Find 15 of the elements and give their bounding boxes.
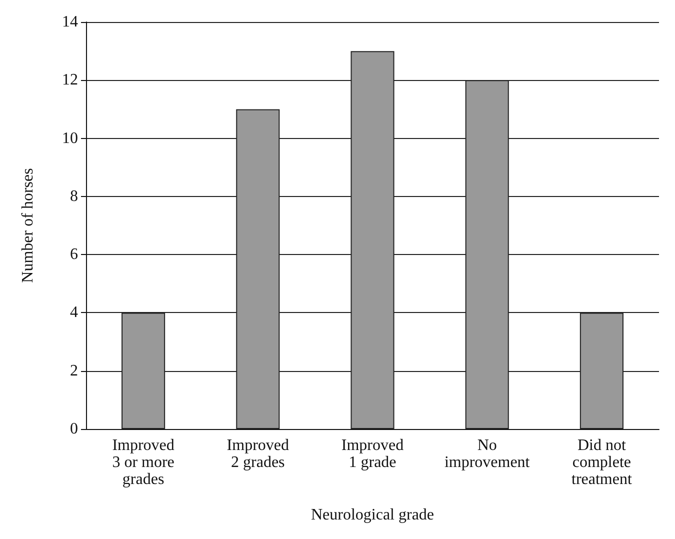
y-tick-label: 10 (62, 130, 78, 147)
x-tick-label: No improvement (444, 437, 530, 471)
x-tick-label: Did not complete treatment (571, 437, 632, 488)
y-tick-label: 0 (70, 420, 78, 438)
x-tick-label: Improved 3 or more grades (112, 437, 174, 488)
y-tick-label: 14 (62, 14, 78, 30)
x-tick-label: Improved 2 grades (226, 437, 289, 471)
y-tick-label: 12 (62, 72, 78, 89)
y-tick-label: 2 (70, 362, 78, 380)
x-tick-label: Improved 1 grade (341, 437, 404, 471)
y-tick-label: 6 (70, 246, 78, 264)
x-axis-title: Neurological grade (310, 506, 434, 524)
y-axis-title: Number of horses (20, 168, 36, 283)
y-tick-label: 4 (70, 304, 78, 322)
y-tick-label: 8 (70, 188, 78, 205)
